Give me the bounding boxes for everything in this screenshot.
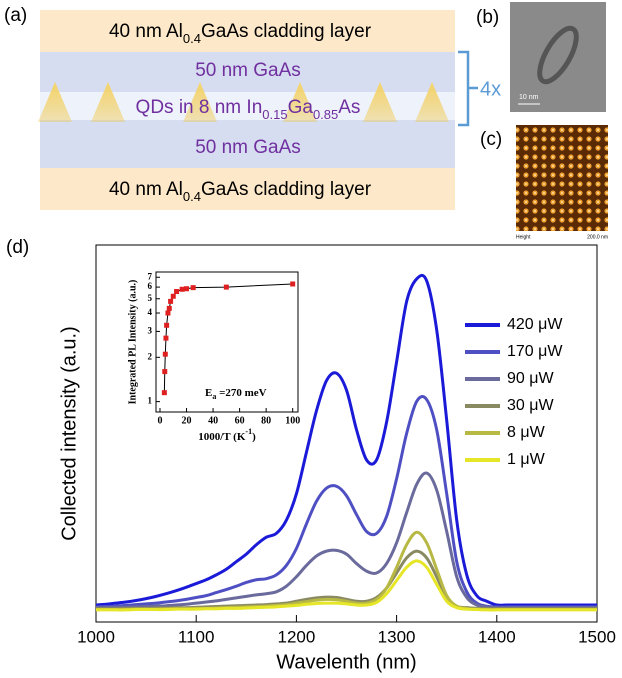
repeat-bracket (458, 52, 478, 125)
data-point (165, 311, 170, 316)
text-part: E (205, 387, 212, 399)
data-point (174, 289, 179, 294)
panel-label: (c) (480, 129, 502, 150)
x-tick-label: 1200 (277, 627, 315, 646)
x-axis-label: Wavelenth (nm) (276, 651, 416, 673)
y-tick-label: 1 (148, 396, 153, 406)
data-point (162, 369, 167, 374)
image-caption: Height (516, 234, 531, 240)
panel-label: (d) (6, 237, 29, 258)
data-point (290, 281, 295, 286)
figure: (a)(b)(c)(d)40 nm Al0.4GaAs cladding lay… (0, 0, 622, 678)
data-point (167, 306, 172, 311)
data-point (191, 285, 196, 290)
text-part: 1000/T (K (198, 431, 246, 443)
image-caption: 200.0 nm (587, 234, 608, 240)
x-tick-label: 1000 (77, 627, 115, 646)
text-part: 0.15 (262, 107, 287, 122)
y-tick-label: 6 (148, 281, 153, 291)
x-tick-label: 80 (261, 415, 271, 426)
text-part: 40 nm Al (109, 21, 183, 42)
legend-label: 90 μW (507, 370, 554, 387)
data-point (224, 285, 229, 290)
data-point (168, 299, 173, 304)
legend-label: 1 μW (507, 451, 546, 468)
y-tick-label: 2 (148, 351, 153, 361)
repeat-label: 4x (480, 78, 501, 100)
text-part: GaAs cladding layer (201, 179, 372, 200)
data-point (163, 336, 168, 341)
afm-image (516, 125, 608, 231)
text-part: -1 (245, 427, 252, 436)
scale-label: 10 nm (519, 94, 539, 101)
panel-label: (a) (4, 5, 27, 26)
x-tick-label: 0 (157, 415, 162, 426)
page: {"panel_labels":["(a)","(b)","(c)","(d)"… (0, 0, 622, 678)
x-tick-label: 40 (208, 415, 218, 426)
x-tick-label: 1500 (578, 627, 616, 646)
layer-label: 50 nm GaAs (195, 60, 301, 81)
data-point (184, 286, 189, 291)
text-part: 0.85 (313, 107, 338, 122)
y-tick-label: 5 (148, 293, 153, 303)
data-point (162, 390, 167, 395)
text-part: 0.4 (183, 31, 201, 46)
text-part: ) (252, 431, 256, 443)
x-tick-label: 20 (182, 415, 192, 426)
text-part: 0.4 (183, 189, 201, 204)
data-point (180, 287, 185, 292)
x-tick-label: 1300 (378, 627, 416, 646)
y-axis-label: Integrated PL Intensity (a.u.) (127, 280, 138, 405)
legend-label: 170 μW (507, 343, 563, 360)
data-point (163, 352, 168, 357)
y-tick-label: 4 (148, 307, 153, 317)
text-part: =270 meV (216, 387, 266, 399)
text-part: QDs in 8 nm In (136, 97, 263, 118)
data-point (164, 323, 169, 328)
x-tick-label: 60 (235, 415, 245, 426)
legend-label: 420 μW (507, 316, 563, 333)
layer-label: 50 nm GaAs (195, 137, 301, 158)
data-point (171, 294, 176, 299)
y-tick-label: 7 (148, 271, 153, 281)
y-tick-label: 3 (148, 325, 153, 335)
text-part: 40 nm Al (109, 179, 183, 200)
text-part: Ga (288, 97, 314, 118)
text-part: As (338, 97, 360, 118)
legend-label: 30 μW (507, 397, 554, 414)
legend-label: 8 μW (507, 424, 546, 441)
y-axis-label: Collected intensity (a.u.) (58, 326, 80, 541)
x-tick-label: 1400 (478, 627, 516, 646)
x-tick-label: 100 (285, 415, 300, 426)
text-part: GaAs cladding layer (201, 21, 372, 42)
x-tick-label: 1100 (178, 627, 215, 646)
panel-label: (b) (476, 7, 499, 28)
